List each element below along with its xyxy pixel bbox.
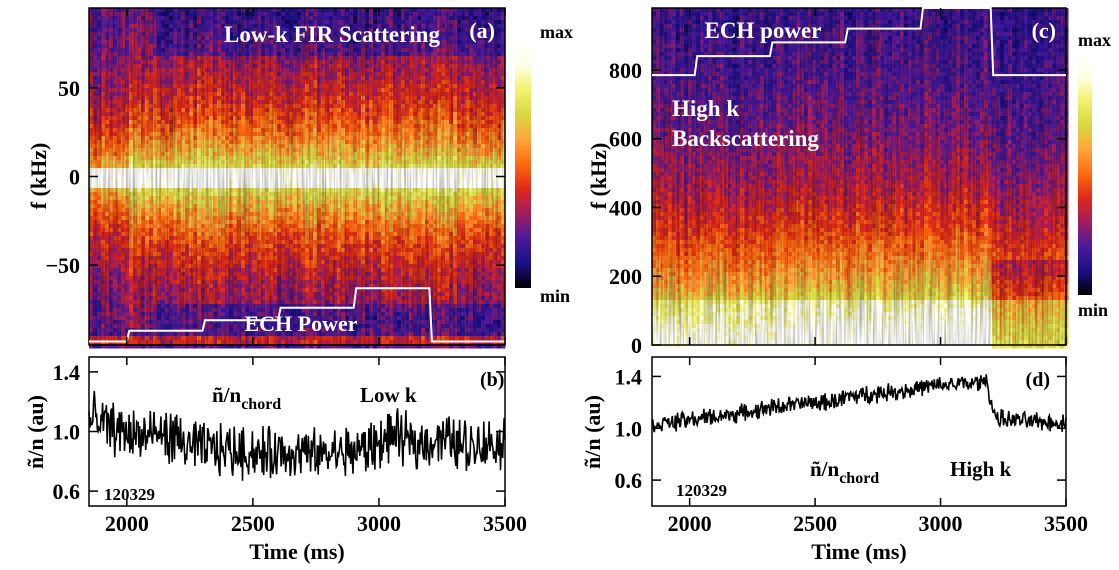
- ytick-label: −50: [45, 253, 80, 278]
- xtick-label: 3500: [1044, 511, 1088, 536]
- yticks-c: 800 600 400 200 0: [609, 8, 1067, 358]
- ech-power-label-a: ECH Power: [244, 311, 357, 336]
- ytick-label: 400: [609, 195, 642, 220]
- ytick-label: 1.0: [615, 416, 643, 441]
- fluctuation-label-b: ñ/nchord: [212, 383, 281, 413]
- shot-number-d: 120329: [676, 481, 727, 500]
- ytick-label: 1.4: [615, 364, 643, 389]
- colorbar-a-min: min: [540, 286, 570, 306]
- backscattering-label: Backscattering: [672, 126, 819, 151]
- ytick-label: 1.4: [53, 360, 81, 385]
- ytick-label: 0: [69, 165, 80, 190]
- panel-d: 1.4 1.0 0.6 2000 2500 3000 3500 ñ/nchord High …: [580, 356, 1088, 564]
- colorbar-c: [1078, 52, 1092, 295]
- series-line-d: [651, 374, 1067, 433]
- panel-a-label: (a): [469, 18, 495, 43]
- panel-a-title: Low-k FIR Scattering: [224, 22, 440, 47]
- axes-frame-c: [651, 7, 1067, 346]
- ylabel-a: f (kHz): [26, 143, 51, 210]
- xtick-label: 2000: [668, 511, 712, 536]
- ylabel-b: ñ/n (au): [23, 395, 48, 469]
- ytick-label: 0: [631, 333, 642, 358]
- xtick-label: 2500: [231, 511, 275, 536]
- ech-power-label-c: ECH power: [705, 18, 822, 43]
- xtick-label: 2500: [793, 511, 837, 536]
- xlabel-d: Time (ms): [811, 539, 907, 564]
- axes-frame-d: [651, 356, 1067, 507]
- ytick-label: 200: [609, 264, 642, 289]
- ticks-b: 1.4 1.0 0.6 2000 2500 3000 3500: [53, 357, 527, 536]
- ticks-d: 1.4 1.0 0.6 2000 2500 3000 3500: [615, 357, 1088, 536]
- fluctuation-label-d: ñ/nchord: [810, 457, 879, 487]
- ytick-label: 1.0: [53, 420, 81, 445]
- panel-d-label: (d): [1026, 369, 1050, 391]
- ytick-label: 0.6: [53, 479, 81, 504]
- ylabel-d: ñ/n (au): [580, 395, 605, 469]
- colorbar-c-max: max: [1078, 30, 1111, 50]
- panel-c: 800 600 400 200 0 ECH power (c) High k Backs…: [586, 7, 1111, 358]
- xtick-label: 3000: [919, 511, 963, 536]
- ytick-label: 800: [609, 58, 642, 83]
- ylabel-c: f (kHz): [586, 143, 611, 210]
- high-k-label-d: High k: [950, 457, 1012, 481]
- xtick-label: 3500: [483, 511, 527, 536]
- panel-b-label: (b): [480, 369, 504, 391]
- shot-number-b: 120329: [104, 485, 155, 504]
- panel-c-label: (c): [1032, 18, 1056, 43]
- low-k-label: Low k: [360, 383, 417, 407]
- panel-a: 50 0 −50 Low-k FIR Scattering (a) ECH Powe…: [26, 7, 573, 349]
- high-k-label-c: High k: [672, 96, 739, 121]
- ytick-label: 50: [58, 76, 80, 101]
- ech-power-trace-c: [652, 7, 1066, 77]
- colorbar-c-min: min: [1078, 300, 1108, 320]
- panel-b: 1.4 1.0 0.6 2000 2500 3000 3500 ñ/nchord Low k…: [23, 356, 527, 564]
- yticks-a: 50 0 −50: [45, 8, 506, 345]
- xtick-label: 3000: [357, 511, 401, 536]
- ytick-label: 0.6: [615, 468, 643, 493]
- series-line-b: [88, 390, 506, 481]
- xlabel-b: Time (ms): [249, 539, 345, 564]
- ech-power-trace-a: [89, 287, 505, 343]
- xtick-label: 2000: [105, 511, 149, 536]
- colorbar-a: [515, 40, 531, 288]
- colorbar-a-max: max: [540, 22, 573, 42]
- ytick-label: 600: [609, 127, 642, 152]
